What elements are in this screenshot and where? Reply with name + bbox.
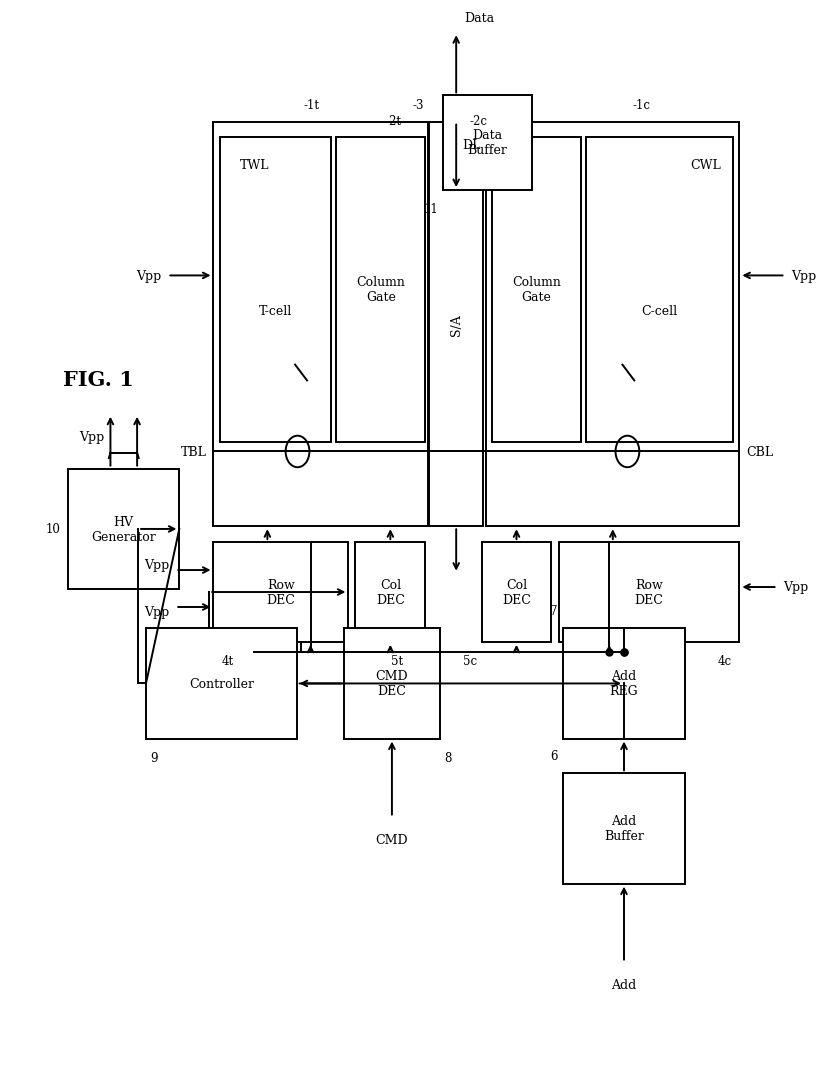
Text: 7: 7: [550, 605, 557, 618]
Text: Column
Gate: Column Gate: [356, 276, 405, 305]
Text: Vpp: Vpp: [137, 270, 162, 283]
Text: Vpp: Vpp: [783, 581, 807, 594]
Text: CMD: CMD: [376, 834, 408, 847]
FancyBboxPatch shape: [485, 122, 739, 527]
FancyBboxPatch shape: [429, 122, 482, 527]
FancyBboxPatch shape: [355, 542, 424, 642]
Text: Data
Buffer: Data Buffer: [467, 129, 507, 157]
FancyBboxPatch shape: [336, 138, 424, 442]
FancyBboxPatch shape: [442, 96, 531, 191]
Text: S/A: S/A: [449, 313, 463, 335]
Text: CMD
DEC: CMD DEC: [376, 670, 408, 698]
Text: DL: DL: [462, 140, 480, 153]
FancyBboxPatch shape: [492, 138, 580, 442]
Text: -2c: -2c: [468, 115, 487, 128]
Text: Column
Gate: Column Gate: [511, 276, 560, 305]
Text: Vpp: Vpp: [144, 558, 170, 571]
Text: FIG. 1: FIG. 1: [63, 370, 133, 389]
Text: Vpp: Vpp: [79, 430, 104, 443]
FancyBboxPatch shape: [562, 629, 685, 739]
FancyBboxPatch shape: [220, 138, 331, 442]
Text: -3: -3: [413, 99, 424, 112]
FancyBboxPatch shape: [213, 542, 348, 642]
Text: Col
DEC: Col DEC: [502, 579, 531, 606]
Text: 8: 8: [444, 751, 451, 764]
Text: TWL: TWL: [240, 159, 269, 172]
Text: Add
Buffer: Add Buffer: [604, 815, 643, 842]
Text: Col
DEC: Col DEC: [376, 579, 405, 606]
Text: Add
REG: Add REG: [609, 670, 638, 698]
FancyBboxPatch shape: [68, 469, 179, 590]
FancyBboxPatch shape: [481, 542, 550, 642]
Text: 10: 10: [46, 522, 61, 535]
Text: T-cell: T-cell: [259, 305, 292, 318]
Text: -1c: -1c: [632, 99, 650, 112]
Text: 5c: 5c: [463, 655, 477, 668]
Text: 5t: 5t: [390, 655, 403, 668]
FancyBboxPatch shape: [562, 774, 685, 883]
Text: Vpp: Vpp: [790, 270, 816, 283]
FancyBboxPatch shape: [213, 122, 427, 527]
Text: Add: Add: [611, 979, 636, 992]
FancyBboxPatch shape: [558, 542, 739, 642]
Text: Vpp: Vpp: [144, 606, 170, 619]
Text: 11: 11: [423, 203, 438, 216]
Text: 9: 9: [151, 751, 158, 764]
Text: -1t: -1t: [303, 99, 319, 112]
Text: CBL: CBL: [745, 446, 772, 459]
Text: 4c: 4c: [716, 655, 730, 668]
Text: 4t: 4t: [221, 655, 233, 668]
FancyBboxPatch shape: [146, 629, 297, 739]
Text: C-cell: C-cell: [641, 305, 677, 318]
Text: 6: 6: [550, 750, 557, 763]
Text: TBL: TBL: [181, 446, 207, 459]
Text: HV
Generator: HV Generator: [91, 515, 156, 543]
Text: -2t: -2t: [385, 115, 401, 128]
Text: Row
DEC: Row DEC: [266, 579, 295, 606]
FancyBboxPatch shape: [585, 138, 732, 442]
Text: Controller: Controller: [189, 678, 254, 691]
Text: Data: Data: [463, 12, 494, 25]
Text: CWL: CWL: [690, 159, 720, 172]
FancyBboxPatch shape: [344, 629, 439, 739]
Text: Row
DEC: Row DEC: [634, 579, 662, 606]
